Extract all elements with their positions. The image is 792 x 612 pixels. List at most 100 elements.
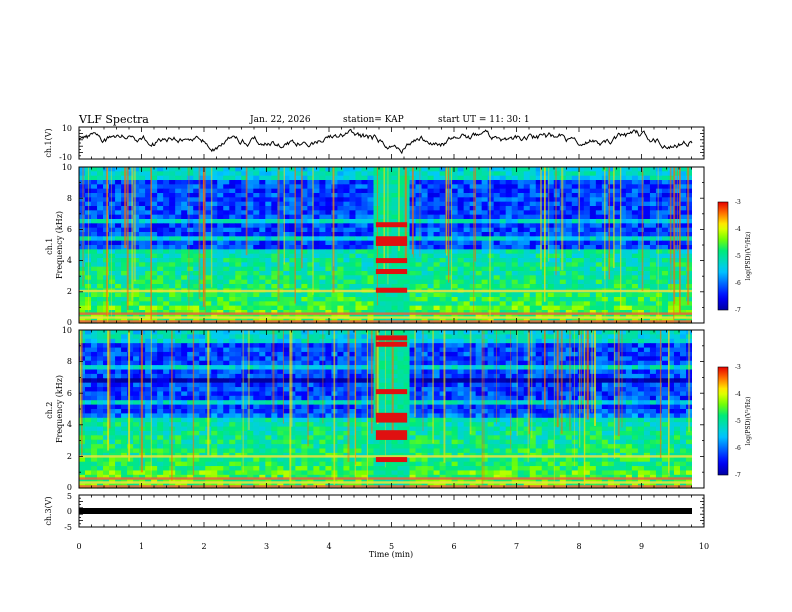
ch2-spec-cell: [151, 343, 158, 349]
ch2-spec-cell: [157, 365, 164, 371]
ch1-spec-cell: [391, 184, 399, 190]
ch2-spec-cell: [481, 365, 489, 371]
ch1-spec-cell: [529, 171, 537, 177]
ch1-spec-cell: [577, 279, 585, 285]
ch1-spec-cell: [163, 258, 170, 263]
ch1-spec-cell: [271, 284, 278, 289]
ch1-spec-cell: [661, 284, 669, 289]
ch1-spec-cell: [91, 305, 98, 311]
ch1-spec-cell: [91, 297, 98, 302]
ch1-spec-cell: [211, 210, 218, 216]
ch1-spec-cell: [349, 275, 357, 281]
ch1-spec-cell: [415, 206, 423, 211]
ch1-spec-cell: [415, 232, 423, 237]
ch1-spec-cell: [493, 297, 501, 302]
ch1-spec-cell: [325, 240, 333, 246]
ch1-spec-cell: [343, 305, 351, 311]
ch1-spec-cell: [385, 184, 393, 190]
ch2-spec-cell: [421, 369, 429, 375]
ch1-spec-cell: [241, 305, 248, 311]
ch1-spec-cell: [583, 262, 591, 268]
ch2-spec-cell: [445, 343, 453, 349]
ch1-spec-cell: [685, 271, 693, 276]
ch1-spec-cell: [175, 262, 182, 268]
ch1-spec-cell: [307, 171, 314, 177]
ch1-spec-cell: [385, 206, 393, 211]
ch1-spec-cell: [163, 219, 170, 224]
ch1-spec-cell: [307, 206, 314, 211]
ch1-spec-cell: [253, 258, 260, 263]
ch1-spec-cell: [433, 253, 441, 259]
ch2-spec-cell: [223, 365, 230, 371]
ch1-spec-cell: [79, 184, 86, 190]
ch2-spec-cell: [613, 347, 621, 353]
ch1-spec-cell: [619, 210, 627, 216]
ch1-spec-cell: [523, 206, 531, 211]
ch1-spec-cell: [265, 271, 272, 276]
ch1-spec-cell: [523, 266, 531, 272]
ch1-spec-cell: [427, 219, 435, 224]
ch1-spec-cell: [193, 214, 200, 220]
ch1-spec-cell: [649, 292, 657, 298]
ch2-spec-cell: [511, 360, 519, 366]
ch1-spec-cell: [475, 219, 483, 224]
ch1-spec-cell: [589, 301, 597, 307]
ch2-spec-cell: [505, 356, 513, 362]
ch1-spec-cell: [163, 240, 170, 246]
ch1-spec-cell: [199, 227, 206, 233]
ch1-spec-cell: [253, 184, 260, 190]
ch1-spec-cell: [511, 184, 519, 190]
ch1-spec-cell: [283, 188, 290, 194]
ch1-spec-cell: [217, 297, 224, 302]
ch1-spec-cell: [499, 206, 507, 211]
ch1-spec-cell: [253, 275, 260, 281]
ch1-spec-cell: [463, 171, 471, 177]
ch1-spec-cell: [331, 292, 339, 298]
ch1-spec-cell: [679, 249, 687, 255]
ch2-spec-cell: [127, 343, 134, 349]
ch1-spec-cell: [97, 210, 104, 216]
ch1-spec-cell: [289, 271, 296, 276]
ch1-spec-cell: [571, 188, 579, 194]
ch1-spec-cell: [217, 197, 224, 203]
ch1-spec-cell: [109, 249, 116, 255]
ch1-spec-cell: [451, 297, 459, 302]
ch2-spec-cell: [517, 365, 525, 371]
ch1-spec-cell: [637, 297, 645, 302]
ch1-spec-cell: [631, 184, 639, 190]
ch2-spec-cell: [475, 351, 483, 357]
ch1-spec-cell: [247, 262, 254, 268]
ch1-spec-cell: [649, 214, 657, 220]
ch1-spec-cell: [355, 227, 363, 233]
ch1-spec-cell: [139, 240, 146, 246]
ch1-spec-cell: [337, 301, 345, 307]
ch2-spec-cell: [385, 347, 393, 353]
ch1-spec-cell: [631, 223, 639, 229]
ch1-spec-cell: [361, 184, 369, 190]
ch1-spec-cell: [271, 292, 278, 298]
ch1-spec-cell: [631, 253, 639, 259]
ch1-spec-cell: [451, 210, 459, 216]
ch1-spec-cell: [451, 223, 459, 229]
ch1-spec-cell: [577, 249, 585, 255]
ch1-spec-cell: [277, 223, 284, 229]
ch2-spec-cell: [157, 360, 164, 366]
ch1-spec-cell: [223, 175, 230, 181]
ch2-spec-cell: [493, 338, 501, 344]
ch1-spec-cell: [637, 206, 645, 211]
ch1-spec-cell: [325, 219, 333, 224]
ch1-spec-cell: [193, 292, 200, 298]
ch1-spec-cell: [85, 262, 92, 268]
ch1-spec-cell: [685, 227, 693, 233]
ch1-spec-cell: [475, 193, 483, 198]
ch2-spec-cell: [283, 330, 290, 335]
ch1-spec-cell: [673, 275, 681, 281]
ch1-spec-cell: [217, 180, 224, 185]
ch1-spec-cell: [301, 249, 308, 255]
ch1-spec-cell: [505, 271, 513, 276]
ch1-spec-cell: [127, 197, 134, 203]
ch1-spec-cell: [157, 171, 164, 177]
ch2-spec-cell: [403, 347, 411, 353]
ch2-spec-cell: [283, 347, 290, 353]
ch1-spec-cell: [223, 193, 230, 198]
